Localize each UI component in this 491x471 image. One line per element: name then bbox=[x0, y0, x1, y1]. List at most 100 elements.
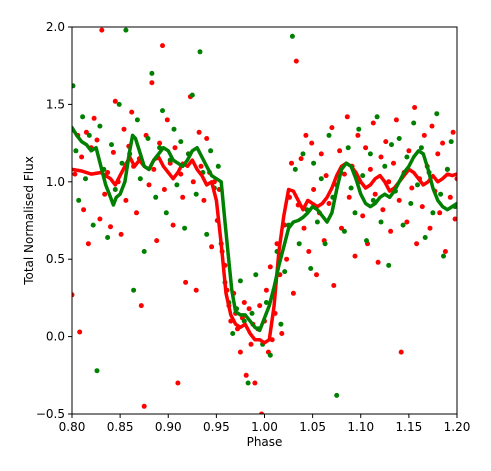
scatter-point bbox=[422, 235, 428, 240]
axis-ticks: 0.80 0.85 0.90 0.95 1.00 1.05 1.10 1.15 1.20 −0.5… bbox=[36, 20, 471, 434]
scatter-point bbox=[293, 58, 299, 64]
scatter-point bbox=[334, 392, 340, 398]
scatter-point bbox=[157, 140, 163, 146]
scatter-point bbox=[164, 117, 170, 123]
scatter-point bbox=[378, 219, 384, 225]
scatter-point bbox=[380, 207, 386, 213]
scatter-point bbox=[412, 105, 418, 110]
scatter-point bbox=[378, 154, 384, 160]
scatter-point bbox=[81, 207, 87, 213]
scatter-point bbox=[257, 303, 263, 309]
scatter-point bbox=[311, 160, 317, 166]
scatter-point bbox=[196, 129, 202, 135]
scatter-point bbox=[360, 213, 366, 219]
scatter-point bbox=[382, 163, 388, 169]
scatter-point bbox=[329, 125, 335, 131]
scatter-point bbox=[367, 166, 373, 172]
scatter-point bbox=[160, 43, 165, 49]
scatter-point bbox=[296, 241, 302, 247]
scatter-point bbox=[97, 216, 103, 222]
scatter-point bbox=[252, 380, 258, 386]
scatter-point bbox=[360, 173, 366, 179]
scatter-point bbox=[429, 123, 435, 129]
smoothed-line-2 bbox=[72, 125, 457, 333]
scatter-point bbox=[83, 176, 88, 182]
scatter-point bbox=[437, 210, 443, 216]
scatter-point bbox=[435, 151, 441, 157]
scatter-point bbox=[215, 163, 221, 169]
scatter-point bbox=[180, 194, 186, 200]
scatter-point bbox=[300, 151, 306, 157]
scatter-point bbox=[341, 228, 347, 234]
y-tick-label: 0.0 bbox=[46, 330, 65, 344]
scatter-point bbox=[91, 115, 97, 121]
scatter-point bbox=[314, 219, 320, 225]
scatter-point bbox=[404, 154, 410, 160]
scatter-point bbox=[193, 287, 199, 293]
scatter-point bbox=[105, 235, 111, 240]
scatter-point bbox=[267, 264, 273, 270]
x-axis-label: Phase bbox=[247, 435, 283, 449]
scatter-point bbox=[161, 187, 167, 192]
scatter-point bbox=[131, 287, 137, 293]
scatter-point bbox=[363, 145, 369, 151]
scatter-point bbox=[151, 166, 157, 172]
scatter-point bbox=[134, 117, 140, 123]
scatter-point bbox=[282, 269, 288, 275]
scatter-point bbox=[344, 114, 350, 120]
scatter-point bbox=[346, 194, 352, 200]
scatter-point bbox=[356, 126, 362, 132]
scatter-point bbox=[298, 156, 304, 162]
scatter-point bbox=[259, 411, 265, 414]
x-tick-label: 1.00 bbox=[251, 420, 278, 434]
scatter-point bbox=[190, 179, 196, 185]
scatter-point bbox=[419, 204, 425, 210]
scatter-point bbox=[94, 137, 100, 143]
scatter-point bbox=[243, 372, 249, 378]
scatter-point bbox=[72, 171, 78, 177]
scatter-point bbox=[97, 123, 103, 129]
scatter-point bbox=[149, 80, 155, 86]
scatter-point bbox=[249, 310, 255, 316]
scatter-point bbox=[279, 331, 285, 336]
scatter-point bbox=[86, 132, 92, 138]
scatter-point bbox=[123, 197, 129, 203]
scatter-point bbox=[289, 160, 294, 166]
scatter-point bbox=[415, 182, 420, 188]
scatter-point bbox=[331, 283, 337, 288]
scatter-point bbox=[146, 182, 152, 188]
scatter-point bbox=[112, 98, 118, 104]
scatter-point bbox=[448, 139, 454, 145]
scatter-point bbox=[85, 241, 91, 247]
scatter-point bbox=[318, 151, 324, 157]
scatter-point bbox=[450, 129, 456, 135]
scatter-point bbox=[141, 249, 147, 254]
scatter-point bbox=[383, 139, 389, 145]
scatter-point bbox=[248, 341, 254, 347]
scatter-point bbox=[348, 185, 354, 191]
scatter-point bbox=[121, 126, 127, 132]
scatter-point bbox=[292, 166, 298, 172]
scatter-point bbox=[241, 318, 247, 324]
scatter-point bbox=[452, 216, 457, 222]
scatter-point bbox=[441, 253, 446, 259]
x-tick-label: 1.15 bbox=[396, 420, 423, 434]
scatter-point bbox=[375, 259, 381, 265]
scatter-point bbox=[367, 151, 373, 157]
scatter-point bbox=[278, 321, 284, 327]
scatter-point bbox=[337, 148, 343, 154]
y-tick-label: 0.5 bbox=[46, 252, 65, 266]
scatter-point bbox=[116, 101, 122, 107]
scatter-point bbox=[409, 185, 415, 191]
scatter-point bbox=[90, 222, 96, 228]
scatter-point bbox=[442, 249, 448, 254]
scatter-point bbox=[137, 176, 143, 182]
scatter-point bbox=[374, 114, 380, 120]
scatter-point bbox=[301, 225, 307, 231]
scatter-point bbox=[289, 33, 295, 39]
scatter-point bbox=[134, 210, 139, 216]
scatter-point bbox=[323, 173, 329, 179]
scatter-point bbox=[129, 109, 135, 115]
